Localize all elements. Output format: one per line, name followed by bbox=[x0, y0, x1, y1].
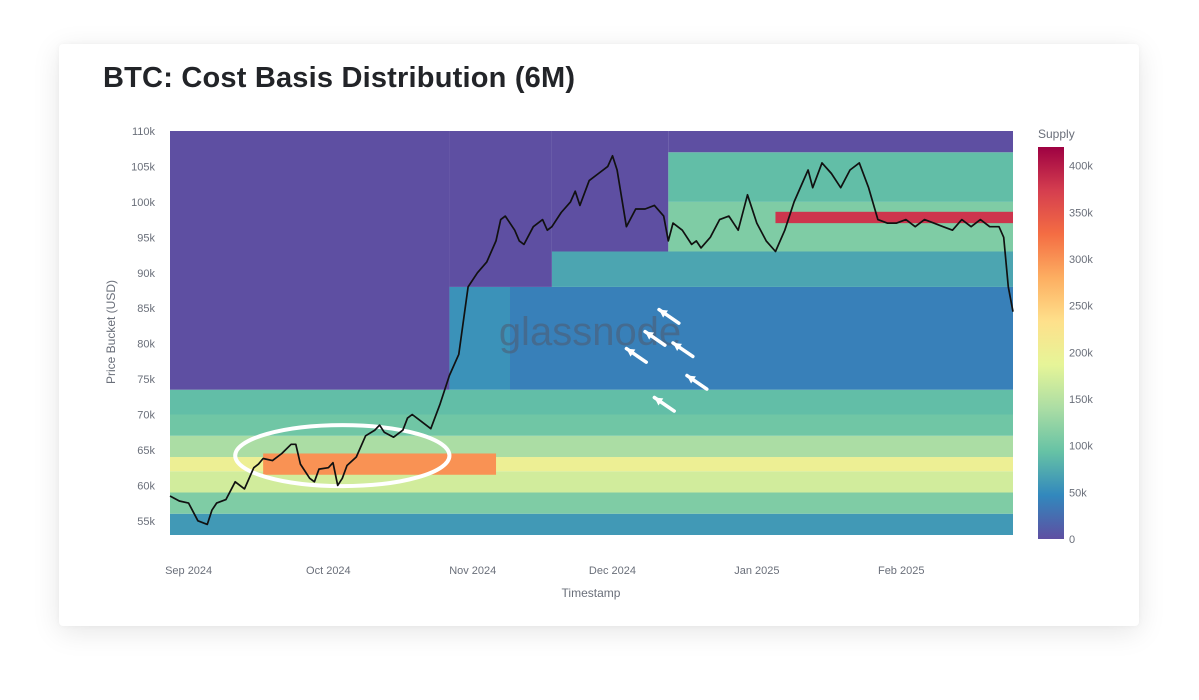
x-tick-label: Nov 2024 bbox=[449, 565, 496, 577]
colorbar-tick-label: 350k bbox=[1069, 207, 1093, 219]
annotation-arrow bbox=[671, 341, 695, 359]
y-axis: 55k 60k 65k 70k 75k 80k 85k 90k 95k 100k 105k 110k bbox=[131, 126, 155, 528]
colorbar-ticks: 0 50k 100k 150k 200k 250k 300k 350k 400k bbox=[1069, 161, 1093, 546]
annotation-arrow bbox=[624, 346, 648, 364]
y-tick-label: 90k bbox=[137, 268, 155, 280]
x-tick-label: Feb 2025 bbox=[878, 565, 924, 577]
annotation-arrow bbox=[657, 307, 681, 325]
arrow-head bbox=[659, 309, 668, 318]
heatmap-band bbox=[170, 389, 1013, 415]
annotation-layer bbox=[233, 307, 709, 489]
y-tick-label: 110k bbox=[132, 126, 156, 138]
highlight-ellipse bbox=[233, 423, 452, 489]
y-tick-label: 95k bbox=[137, 232, 155, 244]
colorbar: Supply 0 50k 100k 150k 200k 250k 300k 350k 400k bbox=[1038, 127, 1093, 546]
heatmap-band bbox=[668, 152, 1013, 202]
annotation-arrow bbox=[643, 329, 667, 347]
heatmap-band bbox=[170, 471, 1013, 493]
colorbar-tick-label: 100k bbox=[1069, 441, 1093, 453]
arrow-head bbox=[626, 348, 636, 357]
colorbar-tick-label: 200k bbox=[1069, 347, 1093, 359]
watermark-text: glassnode bbox=[499, 310, 681, 354]
price-series-line bbox=[169, 154, 1014, 526]
arrow-head bbox=[645, 331, 655, 340]
y-tick-label: 60k bbox=[137, 480, 155, 492]
x-tick-label: Oct 2024 bbox=[306, 565, 351, 577]
y-tick-label: 75k bbox=[137, 374, 155, 386]
y-tick-label: 65k bbox=[137, 445, 155, 457]
arrow-head bbox=[673, 342, 682, 351]
arrow-head bbox=[686, 375, 696, 384]
heatmap-band bbox=[170, 513, 1013, 535]
heatmap-band bbox=[170, 414, 1013, 436]
x-tick-label: Dec 2024 bbox=[589, 565, 636, 577]
annotation-arrow bbox=[685, 373, 709, 391]
colorbar-tick-label: 150k bbox=[1069, 394, 1093, 406]
arrow-head bbox=[654, 397, 664, 406]
y-tick-label: 105k bbox=[131, 161, 155, 173]
colorbar-tick-label: 50k bbox=[1069, 487, 1087, 499]
y-tick-label: 100k bbox=[131, 197, 155, 209]
heatmap-band bbox=[449, 131, 552, 287]
heatmap-band bbox=[170, 435, 1013, 458]
y-axis-title: Price Bucket (USD) bbox=[104, 280, 118, 384]
heatmap-band bbox=[775, 211, 1013, 224]
heatmap-band bbox=[551, 131, 669, 252]
annotation-arrow bbox=[652, 395, 676, 413]
heatmap-layer bbox=[170, 131, 1013, 535]
colorbar-ramp bbox=[1038, 147, 1064, 539]
y-tick-label: 55k bbox=[137, 516, 155, 528]
colorbar-title: Supply bbox=[1038, 127, 1075, 141]
x-tick-label: Sep 2024 bbox=[165, 565, 212, 577]
y-tick-label: 80k bbox=[137, 339, 155, 351]
heatmap-band bbox=[449, 286, 510, 390]
heatmap-band bbox=[668, 201, 1013, 252]
y-tick-label: 85k bbox=[137, 303, 155, 315]
colorbar-tick-label: 400k bbox=[1069, 161, 1093, 173]
x-tick-label: Jan 2025 bbox=[734, 565, 779, 577]
colorbar-tick-label: 0 bbox=[1069, 534, 1075, 546]
colorbar-tick-label: 250k bbox=[1069, 301, 1093, 313]
x-axis: Sep 2024 Oct 2024 Nov 2024 Dec 2024 Jan 2025… bbox=[165, 565, 924, 577]
heatmap-band bbox=[551, 251, 1013, 287]
x-axis-title: Timestamp bbox=[562, 586, 621, 600]
colorbar-tick-label: 300k bbox=[1069, 254, 1093, 266]
heatmap-band bbox=[170, 131, 450, 390]
chart-title: BTC: Cost Basis Distribution (6M) bbox=[103, 62, 576, 94]
y-tick-label: 70k bbox=[137, 410, 155, 422]
heatmap-band bbox=[170, 492, 1013, 514]
heatmap-band bbox=[509, 286, 1013, 390]
heatmap-band bbox=[668, 131, 1013, 153]
